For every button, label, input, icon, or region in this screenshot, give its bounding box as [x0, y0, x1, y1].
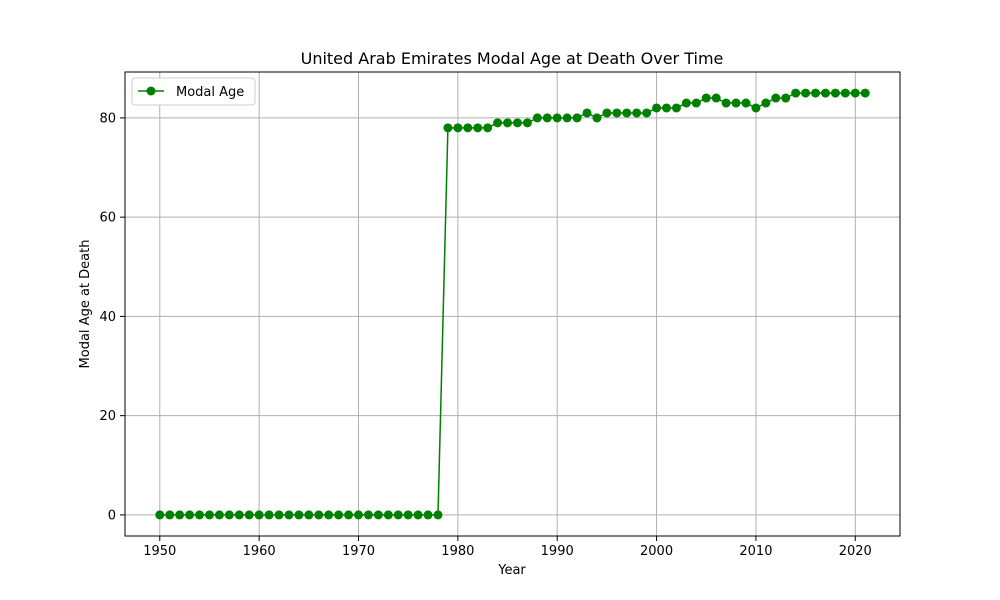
data-point [433, 510, 443, 520]
data-point [284, 510, 294, 520]
data-point [721, 98, 731, 108]
data-point [840, 88, 850, 98]
data-point [314, 510, 324, 520]
data-point [612, 108, 622, 118]
data-point [363, 510, 373, 520]
data-point [830, 88, 840, 98]
data-point [532, 113, 542, 123]
data-point [592, 113, 602, 123]
data-point [294, 510, 304, 520]
x-tick-label: 1950 [143, 544, 176, 559]
data-point [632, 108, 642, 118]
data-point [522, 118, 532, 128]
data-point [711, 93, 721, 103]
x-tick-label: 2000 [640, 544, 673, 559]
data-point [801, 88, 811, 98]
data-point [234, 510, 244, 520]
x-tick-label: 1990 [541, 544, 574, 559]
data-point [602, 108, 612, 118]
data-point [652, 103, 662, 113]
data-point [423, 510, 433, 520]
legend-label: Modal Age [176, 85, 244, 100]
data-point [383, 510, 393, 520]
data-point [860, 88, 870, 98]
data-point [671, 103, 681, 113]
data-point [165, 510, 175, 520]
data-point [751, 103, 761, 113]
data-point [503, 118, 513, 128]
data-point [562, 113, 572, 123]
data-point [195, 510, 205, 520]
data-point [662, 103, 672, 113]
x-tick-label: 1970 [342, 544, 375, 559]
data-point [204, 510, 214, 520]
data-point [224, 510, 234, 520]
data-point [175, 510, 185, 520]
data-point [254, 510, 264, 520]
data-point [761, 98, 771, 108]
x-tick-label: 1960 [243, 544, 276, 559]
x-tick-label: 2010 [739, 544, 772, 559]
legend-marker [146, 86, 156, 96]
series-layer [155, 88, 870, 520]
y-tick-label: 0 [108, 508, 116, 523]
x-tick-label: 1980 [441, 544, 474, 559]
y-tick-label: 80 [99, 111, 116, 126]
x-axis-label: Year [497, 563, 526, 578]
data-point [324, 510, 334, 520]
data-point [552, 113, 562, 123]
y-tick-label: 20 [99, 409, 116, 424]
data-point [582, 108, 592, 118]
data-point [741, 98, 751, 108]
y-tick-label: 60 [99, 211, 116, 226]
data-point [731, 98, 741, 108]
data-point [403, 510, 413, 520]
data-point [473, 123, 483, 133]
data-point [304, 510, 314, 520]
data-point [791, 88, 801, 98]
y-tick-label: 40 [99, 310, 116, 325]
legend: Modal Age [131, 77, 256, 106]
data-point [493, 118, 503, 128]
data-point [771, 93, 781, 103]
data-point [483, 123, 493, 133]
data-point [691, 98, 701, 108]
data-point [393, 510, 403, 520]
data-point [353, 510, 363, 520]
x-tick-label: 2020 [839, 544, 872, 559]
data-point [443, 123, 453, 133]
data-point [622, 108, 632, 118]
data-point [185, 510, 195, 520]
data-point [681, 98, 691, 108]
data-point [463, 123, 473, 133]
plot-area-frame [124, 71, 901, 537]
data-point [214, 510, 224, 520]
data-point [781, 93, 791, 103]
data-point [850, 88, 860, 98]
data-point [413, 510, 423, 520]
chart-title: United Arab Emirates Modal Age at Death … [301, 49, 724, 68]
data-point [274, 510, 284, 520]
data-point [542, 113, 552, 123]
data-point [811, 88, 821, 98]
y-axis-label: Modal Age at Death [78, 240, 93, 369]
data-point [701, 93, 711, 103]
ticks: 1950 1960 1970 1980 1990 2000 2010 2020 0 20 40 60 8… [99, 111, 871, 559]
data-point [155, 510, 165, 520]
data-point [344, 510, 354, 520]
data-point [512, 118, 522, 128]
data-point [373, 510, 383, 520]
data-point [642, 108, 652, 118]
data-point [453, 123, 463, 133]
legend-box [131, 77, 256, 106]
data-point [264, 510, 274, 520]
data-point [244, 510, 254, 520]
data-point [820, 88, 830, 98]
data-point [572, 113, 582, 123]
data-point [334, 510, 344, 520]
